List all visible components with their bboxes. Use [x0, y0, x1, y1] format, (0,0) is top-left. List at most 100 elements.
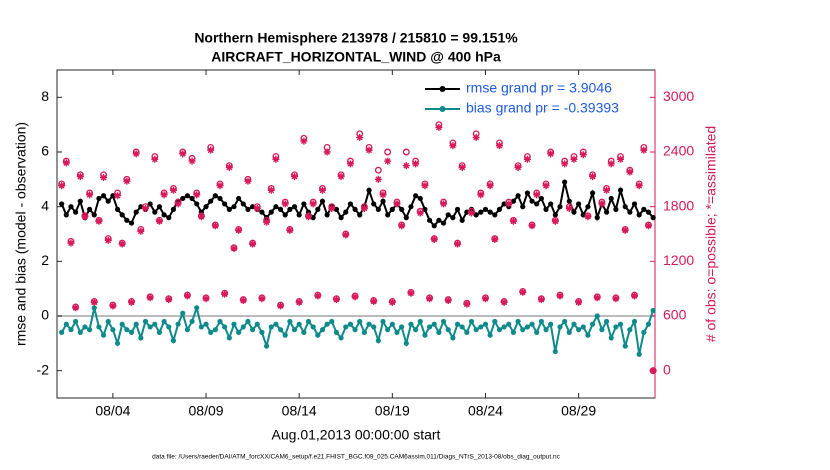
assimilated-marker	[491, 235, 499, 243]
assimilated-marker	[155, 217, 163, 225]
series-marker	[203, 204, 209, 210]
legend-marker	[439, 86, 446, 92]
y2-tick-label: 0	[663, 361, 671, 377]
series-marker	[529, 198, 535, 204]
series-marker	[352, 206, 358, 212]
legend-label: rmse grand pr = 3.9046	[466, 80, 612, 96]
series-marker	[492, 212, 498, 218]
assimilated-marker	[607, 160, 615, 168]
series-marker	[576, 327, 582, 333]
chart-title: Northern Hemisphere 213978 / 215810 = 99…	[194, 30, 518, 46]
series-marker	[529, 321, 535, 327]
series-marker	[380, 318, 386, 325]
series-marker	[641, 206, 647, 212]
y-tick-label: 6	[41, 143, 49, 159]
series-marker	[212, 327, 218, 333]
assimilated-marker	[328, 204, 336, 212]
assimilated-marker	[477, 191, 485, 199]
series-marker	[180, 310, 186, 316]
assimilated-marker	[81, 213, 89, 221]
series-marker	[403, 215, 409, 221]
series-marker	[548, 321, 554, 327]
assimilated-marker	[640, 146, 648, 154]
series-marker	[478, 209, 484, 215]
y2-axis-label: # of obs: o=possible; *=assimilated	[703, 126, 719, 342]
series-marker	[110, 193, 116, 199]
plot-frame	[56, 69, 656, 399]
legend-label: bias grand pr = -0.39393	[466, 100, 619, 116]
series-marker	[180, 195, 186, 202]
series-marker	[259, 209, 265, 215]
series-marker	[301, 201, 307, 207]
series-marker	[301, 329, 307, 335]
assimilated-marker	[570, 155, 578, 163]
series-marker	[394, 329, 400, 335]
series-marker	[371, 201, 377, 207]
series-marker	[282, 212, 288, 218]
series-marker	[226, 206, 232, 212]
series-marker	[124, 327, 130, 333]
assimilated-marker	[174, 200, 182, 208]
assimilated-marker	[561, 160, 569, 168]
assimilated-marker	[505, 200, 513, 208]
x-tick-label: 08/19	[375, 403, 410, 419]
assimilated-marker	[370, 297, 378, 305]
series-marker	[166, 324, 172, 330]
y2-tick-label: 3000	[663, 88, 694, 104]
series-marker	[245, 206, 251, 212]
possible-marker	[384, 148, 392, 156]
series-marker	[273, 204, 279, 210]
series-marker	[371, 324, 377, 330]
assimilated-marker	[430, 235, 438, 243]
series-marker	[515, 318, 521, 325]
series-marker	[436, 217, 442, 223]
assimilated-marker	[249, 240, 257, 248]
series-marker	[385, 212, 391, 218]
series-marker	[105, 318, 111, 325]
series-marker	[413, 193, 419, 199]
series-marker	[296, 212, 302, 218]
series-marker	[399, 324, 405, 330]
assimilated-marker	[281, 200, 289, 208]
series-marker	[236, 329, 242, 335]
series-marker	[492, 318, 498, 325]
assimilated-marker	[165, 296, 173, 304]
series-marker	[510, 329, 517, 335]
assimilated-marker	[449, 142, 457, 150]
assimilated-marker	[393, 200, 401, 208]
series-marker	[119, 321, 125, 327]
series-marker	[152, 209, 158, 215]
assimilated-marker	[253, 204, 261, 212]
series-marker	[119, 212, 125, 218]
assimilated-marker	[644, 222, 652, 230]
assimilated-marker	[193, 191, 201, 199]
series-marker	[87, 327, 93, 333]
assimilated-marker	[342, 231, 350, 239]
series-marker	[343, 209, 349, 215]
chart-subtitle: AIRCRAFT_HORIZONTAL_WIND @ 400 hPa	[211, 49, 501, 65]
series-marker	[59, 329, 65, 335]
assimilated-marker	[304, 213, 312, 221]
x-tick-label: 08/04	[95, 403, 130, 419]
series-marker	[240, 201, 246, 207]
y-tick-label: 4	[41, 197, 49, 213]
series-marker	[375, 206, 381, 212]
series-marker	[203, 321, 209, 327]
series-marker	[296, 321, 302, 327]
series-marker	[627, 209, 633, 215]
series-marker	[366, 321, 372, 327]
series-marker	[426, 217, 433, 223]
series-marker	[617, 187, 624, 193]
x-tick-label: 08/24	[468, 403, 503, 419]
assimilated-marker	[318, 186, 326, 194]
series-marker	[128, 220, 135, 226]
assimilated-marker	[589, 173, 597, 181]
series-marker	[520, 204, 526, 210]
series-marker	[63, 212, 69, 218]
series-marker	[399, 206, 405, 212]
series-marker	[580, 324, 586, 330]
assimilated-marker	[565, 204, 573, 212]
series-marker	[603, 209, 610, 215]
series-marker	[445, 327, 451, 333]
series-marker	[608, 335, 614, 341]
